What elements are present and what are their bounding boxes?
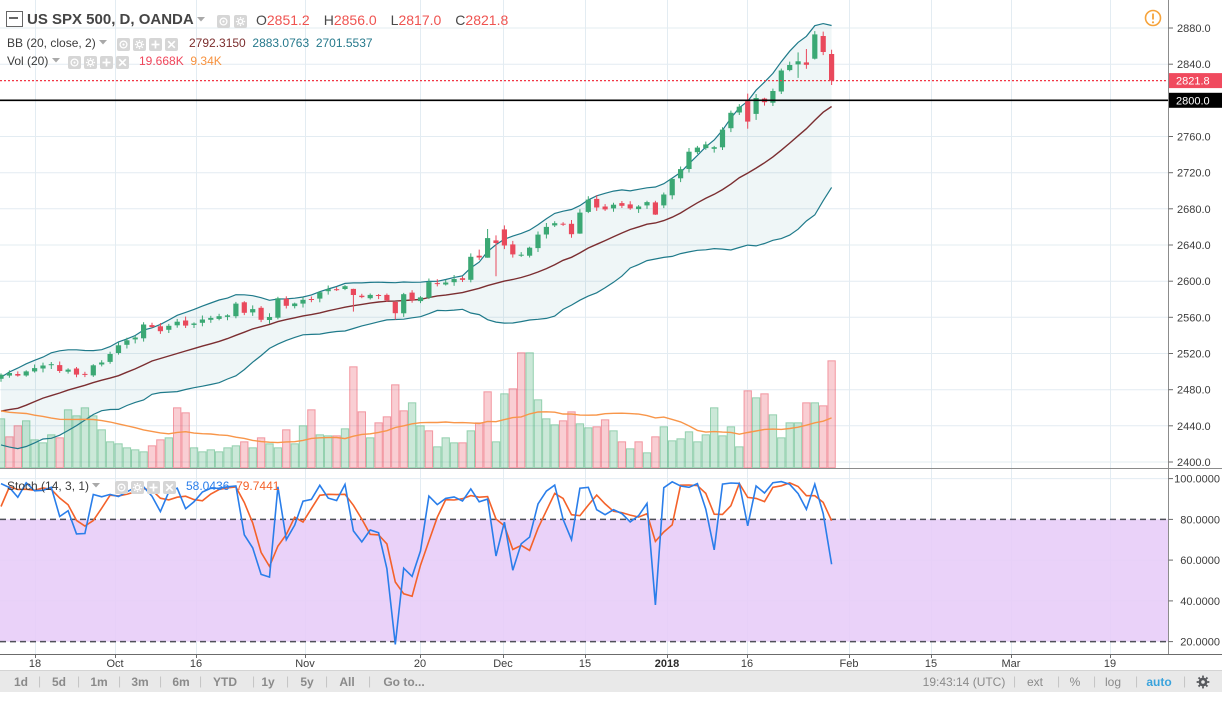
svg-text:Nov: Nov <box>295 658 315 670</box>
svg-text:Oct: Oct <box>106 658 123 670</box>
svg-text:Mar: Mar <box>1002 658 1021 670</box>
svg-text:19: 19 <box>1104 658 1116 670</box>
svg-text:20.0000: 20.0000 <box>1180 637 1220 649</box>
svg-text:2600.0: 2600.0 <box>1177 276 1211 288</box>
svg-text:80.0000: 80.0000 <box>1180 514 1220 526</box>
svg-text:Feb: Feb <box>840 658 859 670</box>
svg-text:2760.0: 2760.0 <box>1177 132 1211 144</box>
svg-text:2840.0: 2840.0 <box>1177 59 1211 71</box>
svg-text:2560.0: 2560.0 <box>1177 312 1211 324</box>
svg-text:100.0000: 100.0000 <box>1174 474 1220 486</box>
svg-text:15: 15 <box>925 658 937 670</box>
svg-text:2480.0: 2480.0 <box>1177 385 1211 397</box>
svg-text:15: 15 <box>579 658 591 670</box>
svg-text:2680.0: 2680.0 <box>1177 204 1211 216</box>
svg-text:16: 16 <box>741 658 753 670</box>
svg-text:Dec: Dec <box>493 658 513 670</box>
svg-text:60.0000: 60.0000 <box>1180 555 1220 567</box>
svg-text:2440.0: 2440.0 <box>1177 421 1211 433</box>
svg-text:2520.0: 2520.0 <box>1177 349 1211 361</box>
svg-text:2800.0: 2800.0 <box>1176 95 1210 107</box>
svg-text:2018: 2018 <box>655 658 679 670</box>
svg-text:2720.0: 2720.0 <box>1177 168 1211 180</box>
svg-text:18: 18 <box>29 658 41 670</box>
svg-text:40.0000: 40.0000 <box>1180 596 1220 608</box>
svg-text:16: 16 <box>190 658 202 670</box>
svg-text:2400.0: 2400.0 <box>1177 457 1211 469</box>
svg-text:2880.0: 2880.0 <box>1177 23 1211 35</box>
svg-text:20: 20 <box>414 658 426 670</box>
svg-text:2821.8: 2821.8 <box>1176 76 1210 88</box>
svg-text:2640.0: 2640.0 <box>1177 240 1211 252</box>
